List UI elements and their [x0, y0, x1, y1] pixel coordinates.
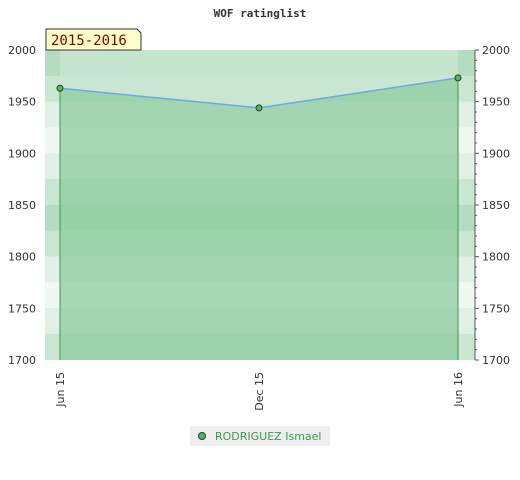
- y-tick-label-right: 1950: [482, 96, 510, 109]
- x-tick-label: Jun 15: [54, 372, 67, 408]
- y-tick-label-left: 1700: [8, 354, 36, 367]
- y-tick-label-left: 1800: [8, 251, 36, 264]
- period-badge-label: 2015-2016: [51, 33, 127, 49]
- legend[interactable]: RODRIGUEZ Ismael: [190, 426, 330, 446]
- x-tick-label: Dec 15: [253, 372, 266, 411]
- x-tick-label: Jun 16: [452, 372, 465, 408]
- data-point: [454, 74, 462, 82]
- y-tick-label-left: 1850: [8, 199, 36, 212]
- y-tick-label-left: 1950: [8, 96, 36, 109]
- chart-title: WOF ratinglist: [214, 7, 307, 20]
- area-above-line: [60, 50, 458, 108]
- axes: 1700 1700 1750 1750 1800 1800 1850 1850 1900 1900…: [8, 44, 510, 411]
- period-badge: 2015-2016: [45, 28, 142, 51]
- data-point: [255, 104, 263, 112]
- y-tick-label-right: 1800: [482, 251, 510, 264]
- y-tick-label-right: 1850: [482, 199, 510, 212]
- data-point: [56, 84, 64, 92]
- legend-label: RODRIGUEZ Ismael: [215, 429, 322, 443]
- area-layer: [56, 50, 462, 361]
- y-tick-label-right: 1700: [482, 354, 510, 367]
- y-tick-label-right: 2000: [482, 44, 510, 57]
- y-tick-label-left: 2000: [8, 44, 36, 57]
- y-tick-label-left: 1750: [8, 302, 36, 315]
- period-badge-shape: [45, 28, 142, 51]
- y-tick-label-right: 1750: [482, 302, 510, 315]
- legend-marker-icon: [198, 432, 206, 440]
- series-area: [60, 77, 458, 361]
- y-tick-label-right: 1900: [482, 147, 510, 160]
- y-tick-label-left: 1900: [8, 147, 36, 160]
